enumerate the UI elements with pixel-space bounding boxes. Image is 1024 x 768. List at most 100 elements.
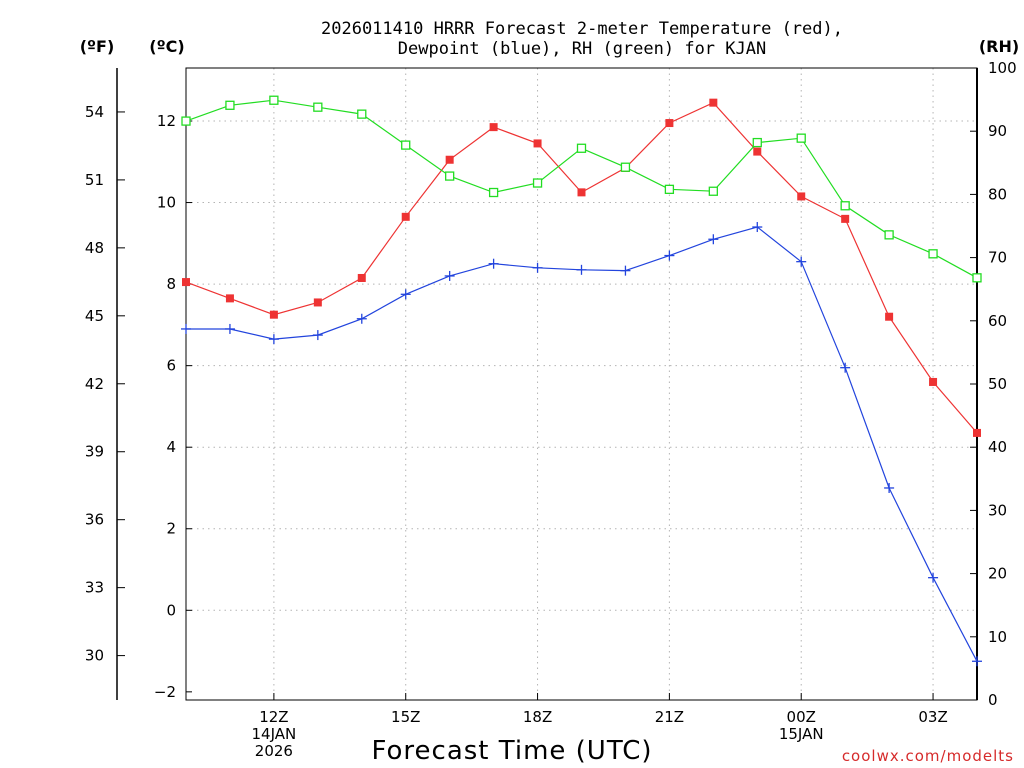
temperature-point (182, 278, 190, 287)
relative-humidity-point (752, 137, 762, 148)
relative-humidity-point (928, 249, 938, 259)
relative-humidity-point (401, 140, 411, 150)
x-tick-label: 21Z (655, 708, 684, 726)
rh-unit-label: (RH) (979, 37, 1019, 56)
rh-tick-label: 60 (988, 312, 1007, 330)
relative-humidity-point (972, 273, 982, 283)
dewpoint-point (840, 362, 851, 373)
relative-humidity-point (181, 116, 191, 126)
fahrenheit-tick-label: 54 (85, 103, 104, 121)
x-tick-label: 14JAN (252, 725, 297, 743)
rh-tick-label: 40 (988, 438, 1007, 456)
celsius-tick-label: 10 (157, 194, 176, 212)
fahrenheit-tick-label: 30 (85, 647, 104, 665)
relative-humidity-point (840, 201, 850, 211)
x-tick-label: 12Z (259, 708, 288, 726)
dewpoint-point (972, 656, 982, 667)
temperature-point (973, 428, 981, 437)
relative-humidity-point (269, 95, 279, 105)
rh-tick-label: 50 (988, 375, 1007, 393)
dewpoint-point (181, 323, 191, 334)
relative-humidity-point (796, 133, 806, 143)
temperature-point (401, 212, 410, 221)
rh-tick-label: 10 (988, 628, 1007, 646)
temperature-point (357, 273, 366, 282)
dewpoint-point (400, 289, 411, 300)
x-tick-label: 15Z (391, 708, 420, 726)
relative-humidity-point (532, 178, 543, 188)
temperature-point (225, 294, 234, 303)
relative-humidity-point (664, 184, 675, 194)
x-tick-label: 18Z (523, 708, 552, 726)
dewpoint-point (928, 572, 939, 583)
temperature-point (445, 155, 454, 164)
temperature-point (709, 98, 718, 107)
fahrenheit-tick-label: 33 (85, 579, 104, 597)
dewpoint-point (488, 258, 499, 269)
fahrenheit-tick-label: 51 (85, 171, 104, 189)
rh-tick-label: 0 (988, 691, 998, 709)
x-axis-label: Forecast Time (UTC) (371, 736, 652, 766)
rh-tick-label: 70 (988, 249, 1007, 267)
relative-humidity-point (576, 143, 587, 153)
relative-humidity-point (313, 102, 323, 112)
temperature-point (797, 192, 806, 201)
temperature-point (665, 119, 674, 128)
dewpoint-point (356, 313, 367, 324)
celsius-tick-label: 2 (166, 520, 176, 538)
dewpoint-point (708, 234, 719, 245)
relative-humidity-point (445, 171, 455, 181)
relative-humidity-point (225, 100, 235, 110)
relative-humidity-point (884, 230, 894, 240)
temperature-point (269, 310, 278, 319)
celsius-tick-label: 6 (166, 357, 176, 375)
x-tick-label: 03Z (918, 708, 947, 726)
relative-humidity-point (708, 186, 718, 196)
fahrenheit-tick-label: 36 (85, 511, 104, 529)
dewpoint-point (796, 256, 807, 267)
series-layer (181, 95, 982, 667)
dewpoint-point (752, 222, 763, 233)
chart-title-line-1: 2026011410 HRRR Forecast 2-meter Tempera… (321, 19, 843, 39)
temperature-point (841, 214, 850, 223)
dewpoint-point (576, 264, 587, 275)
temperature-point (533, 139, 542, 148)
dewpoint-point (444, 270, 455, 281)
dewpoint-point (224, 323, 235, 334)
dewpoint-point (620, 265, 631, 276)
x-tick-label: 2026 (255, 742, 293, 760)
fahrenheit-tick-label: 45 (85, 307, 104, 325)
fahrenheit-tick-label: 48 (85, 239, 104, 257)
celsius-tick-label: 4 (166, 438, 176, 456)
temperature-point (489, 123, 498, 132)
celsius-unit-label: (ºC) (149, 37, 184, 56)
x-tick-label: 00Z (787, 708, 816, 726)
dewpoint-line (186, 226, 978, 662)
gridlines (186, 68, 977, 700)
rh-tick-label: 30 (988, 501, 1007, 519)
rh-tick-label: 100 (988, 59, 1017, 77)
dewpoint-point (312, 330, 323, 341)
celsius-tick-label: 8 (166, 275, 176, 293)
temperature-point (313, 298, 322, 307)
chart-title-line-2: Dewpoint (blue), RH (green) for KJAN (398, 39, 766, 59)
dewpoint-point (532, 262, 543, 273)
rh-tick-label: 90 (988, 122, 1007, 140)
fahrenheit-tick-label: 39 (85, 443, 104, 461)
fahrenheit-unit-label: (ºF) (80, 37, 115, 56)
temperature-point (929, 377, 938, 386)
credit-text: coolwx.com/modelts (842, 747, 1014, 765)
dewpoint-point (884, 482, 895, 493)
dewpoint-point (664, 250, 675, 261)
relative-humidity-point (488, 187, 499, 198)
rh-tick-label: 80 (988, 185, 1007, 203)
rh-tick-label: 20 (988, 565, 1007, 583)
celsius-tick-label: 12 (157, 112, 176, 130)
temperature-point (753, 147, 762, 156)
fahrenheit-tick-label: 42 (85, 375, 104, 393)
celsius-tick-label: 0 (166, 601, 176, 619)
temperature-point (885, 312, 894, 321)
celsius-tick-label: −2 (154, 683, 176, 701)
